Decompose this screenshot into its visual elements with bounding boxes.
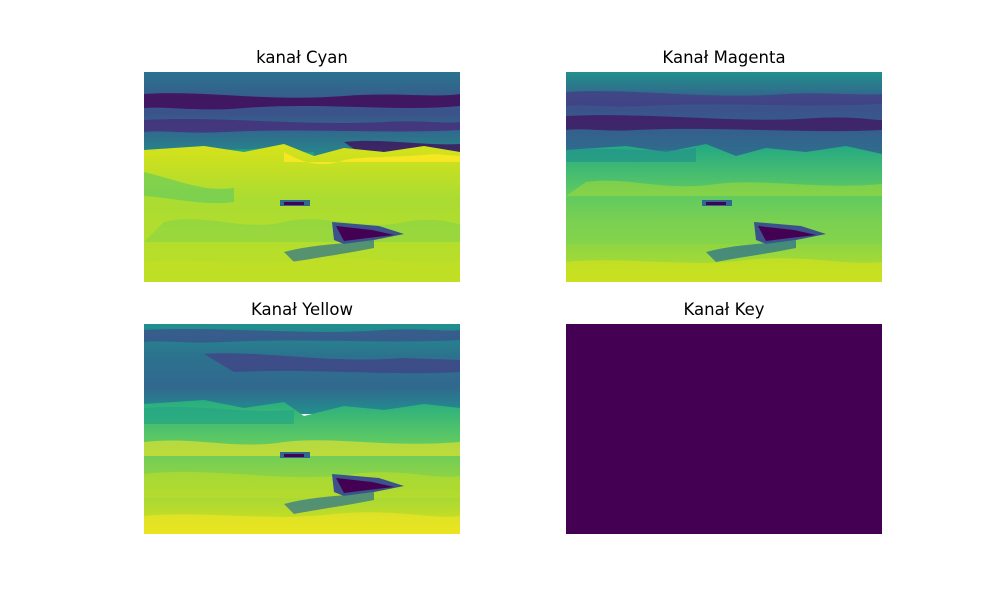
magenta-channel-svg bbox=[566, 72, 882, 282]
yellow-channel-svg bbox=[144, 324, 460, 534]
magenta-channel-image bbox=[566, 72, 882, 282]
cyan-channel-svg bbox=[144, 72, 460, 282]
yellow-channel-image bbox=[144, 324, 460, 534]
key-uniform-fill bbox=[566, 324, 882, 534]
key-channel-svg bbox=[566, 324, 882, 534]
panel-title-cyan: kanał Cyan bbox=[256, 48, 348, 67]
panel-title-yellow: Kanał Yellow bbox=[251, 300, 353, 319]
cyan-channel-image bbox=[144, 72, 460, 282]
key-channel-image bbox=[566, 324, 882, 534]
panel-title-key: Kanał Key bbox=[683, 300, 765, 319]
panel-title-magenta: Kanał Magenta bbox=[662, 48, 786, 67]
